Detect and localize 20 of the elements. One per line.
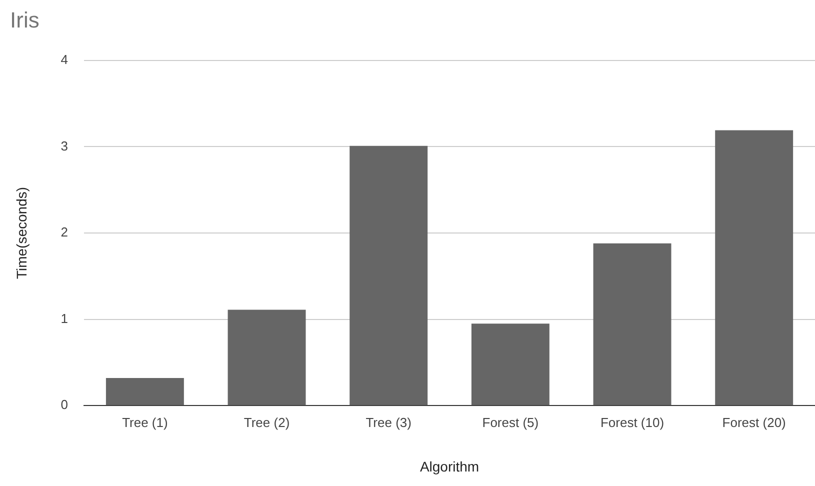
chart-title: Iris <box>10 7 40 32</box>
x-axis-title: Algorithm <box>420 458 480 474</box>
y-tick-label: 0 <box>60 397 68 412</box>
y-tick-label: 3 <box>60 138 68 154</box>
bar <box>593 243 672 406</box>
x-tick-label: Tree (2) <box>244 414 290 430</box>
x-tick-label: Tree (3) <box>366 414 412 430</box>
x-tick-label: Tree (1) <box>122 414 168 430</box>
y-tick-label: 4 <box>60 52 68 67</box>
bar <box>228 310 306 406</box>
x-tick-label: Forest (10) <box>600 414 664 430</box>
y-tick-label: 1 <box>60 310 68 326</box>
bar <box>350 146 428 406</box>
x-tick-label: Forest (20) <box>722 414 786 430</box>
y-axis-title: Time(seconds) <box>13 186 30 280</box>
bar <box>715 130 794 406</box>
bar <box>106 378 184 406</box>
x-tick-label: Forest (5) <box>482 414 539 430</box>
y-tick-label: 2 <box>60 224 68 240</box>
bar <box>471 324 550 406</box>
